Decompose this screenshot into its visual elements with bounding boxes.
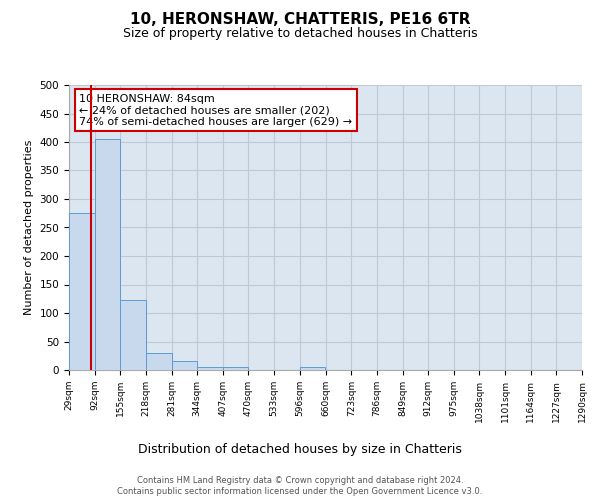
Bar — [172, 362, 197, 370]
Bar — [146, 354, 172, 370]
Text: Distribution of detached houses by size in Chatteris: Distribution of detached houses by size … — [138, 442, 462, 456]
Text: 10 HERONSHAW: 84sqm
← 24% of detached houses are smaller (202)
74% of semi-detac: 10 HERONSHAW: 84sqm ← 24% of detached ho… — [79, 94, 352, 126]
Y-axis label: Number of detached properties: Number of detached properties — [24, 140, 34, 315]
Bar — [223, 367, 248, 370]
Bar — [299, 367, 325, 370]
Text: Size of property relative to detached houses in Chatteris: Size of property relative to detached ho… — [122, 28, 478, 40]
Text: Contains public sector information licensed under the Open Government Licence v3: Contains public sector information licen… — [118, 488, 482, 496]
Text: 10, HERONSHAW, CHATTERIS, PE16 6TR: 10, HERONSHAW, CHATTERIS, PE16 6TR — [130, 12, 470, 28]
Bar — [69, 213, 95, 370]
Text: Contains HM Land Registry data © Crown copyright and database right 2024.: Contains HM Land Registry data © Crown c… — [137, 476, 463, 485]
Bar — [197, 367, 223, 370]
Bar — [95, 139, 120, 370]
Bar — [120, 300, 146, 370]
